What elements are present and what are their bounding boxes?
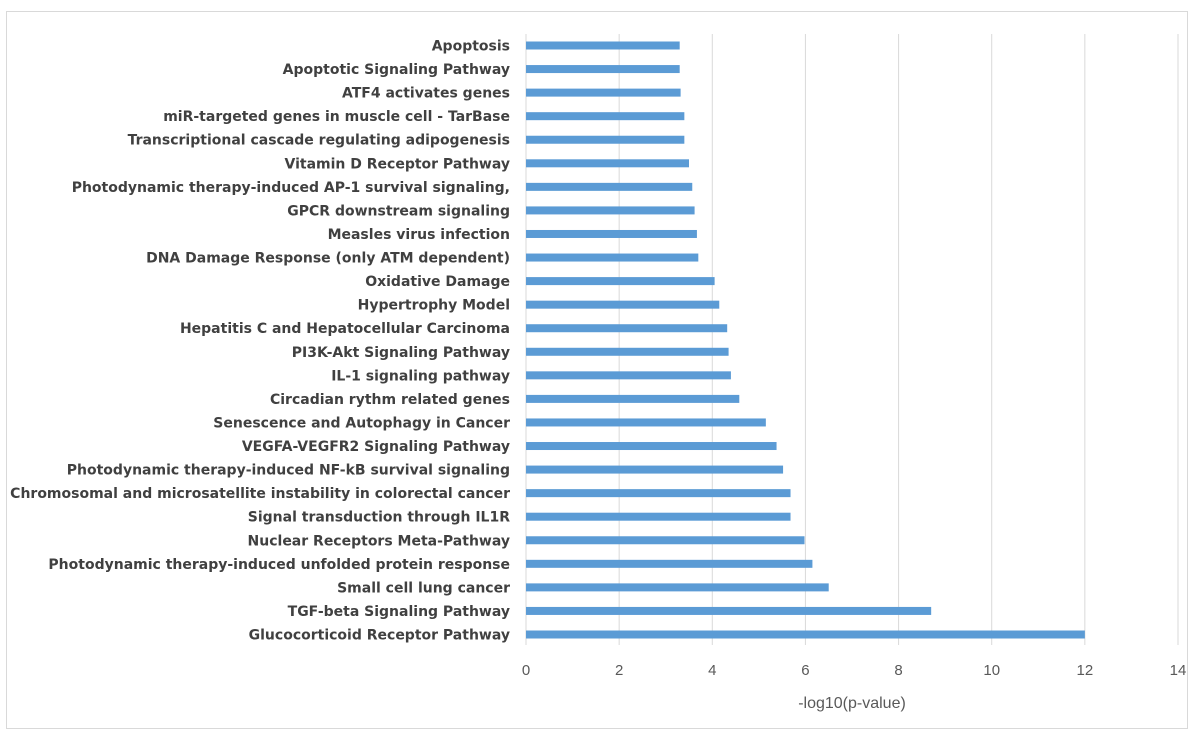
bar [526, 135, 685, 144]
chart-frame [6, 11, 1188, 729]
bar [526, 606, 932, 615]
bar [526, 347, 729, 356]
category-label: PI3K-Akt Signaling Pathway [292, 345, 510, 361]
category-label: Oxidative Damage [365, 274, 510, 290]
x-tick-label: 14 [1170, 662, 1187, 679]
bar [526, 206, 695, 215]
bar [526, 394, 740, 403]
category-labels: Apoptosis Apoptotic Signaling Pathway ATF4… [10, 39, 510, 644]
bar [526, 630, 1085, 639]
bar [526, 512, 791, 521]
category-label: Photodynamic therapy-induced AP-1 surviv… [72, 180, 510, 196]
bar [526, 229, 697, 238]
category-label: Circadian rythm related genes [270, 392, 510, 408]
bars [526, 41, 1085, 639]
bar [526, 112, 685, 121]
x-tick-label: 12 [1077, 662, 1094, 679]
bar [526, 442, 777, 451]
x-tick-label: 4 [708, 662, 716, 679]
category-label: Measles virus infection [328, 227, 510, 243]
category-label: Hepatitis C and Hepatocellular Carcinoma [180, 321, 510, 337]
category-label: ATF4 activates genes [342, 86, 510, 102]
category-label: Vitamin D Receptor Pathway [285, 156, 511, 172]
category-label: DNA Damage Response (only ATM dependent) [146, 251, 510, 267]
category-label: IL-1 signaling pathway [331, 368, 510, 384]
x-tick-label: 6 [801, 662, 809, 679]
category-label: miR-targeted genes in muscle cell - TarB… [163, 109, 510, 125]
category-label: Photodynamic therapy-induced NF-kB survi… [67, 463, 510, 479]
bar [526, 182, 693, 191]
category-label: Glucocorticoid Receptor Pathway [249, 628, 510, 644]
category-label: TGF-beta Signaling Pathway [288, 604, 510, 620]
category-label: Hypertrophy Model [358, 298, 510, 314]
bar [526, 536, 805, 545]
bar [526, 41, 680, 50]
category-label: GPCR downstream signaling [287, 203, 510, 219]
x-tick-label: 8 [894, 662, 902, 679]
bar [526, 159, 689, 168]
category-label: Chromosomal and microsatellite instabili… [10, 486, 510, 502]
bar [526, 88, 681, 97]
bar [526, 418, 766, 427]
category-label: Small cell lung cancer [337, 580, 510, 596]
bar [526, 253, 699, 262]
category-label: Nuclear Receptors Meta-Pathway [248, 533, 510, 549]
bar [526, 324, 728, 333]
bar [526, 65, 680, 74]
bar [526, 277, 715, 286]
bar [526, 465, 784, 474]
category-label: VEGFA-VEGFR2 Signaling Pathway [242, 439, 510, 455]
category-label: Apoptosis [432, 39, 510, 55]
category-label: Transcriptional cascade regulating adipo… [128, 133, 510, 149]
category-label: Photodynamic therapy-induced unfolded pr… [48, 557, 510, 573]
bar [526, 300, 720, 309]
x-tick-label: 0 [522, 662, 530, 679]
bar [526, 489, 791, 498]
bar [526, 583, 829, 592]
category-label: Apoptotic Signaling Pathway [283, 62, 510, 78]
x-tick-labels: 0 2 4 6 8 10 12 14 [522, 662, 1187, 679]
gridlines [525, 34, 1179, 645]
bar [526, 559, 813, 568]
x-axis-title: -log10(p-value) [798, 695, 906, 712]
x-tick-label: 10 [983, 662, 1000, 679]
x-tick-label: 2 [615, 662, 623, 679]
category-label: Signal transduction through IL1R [248, 510, 510, 526]
bar [526, 371, 731, 380]
category-label: Senescence and Autophagy in Cancer [213, 415, 510, 431]
